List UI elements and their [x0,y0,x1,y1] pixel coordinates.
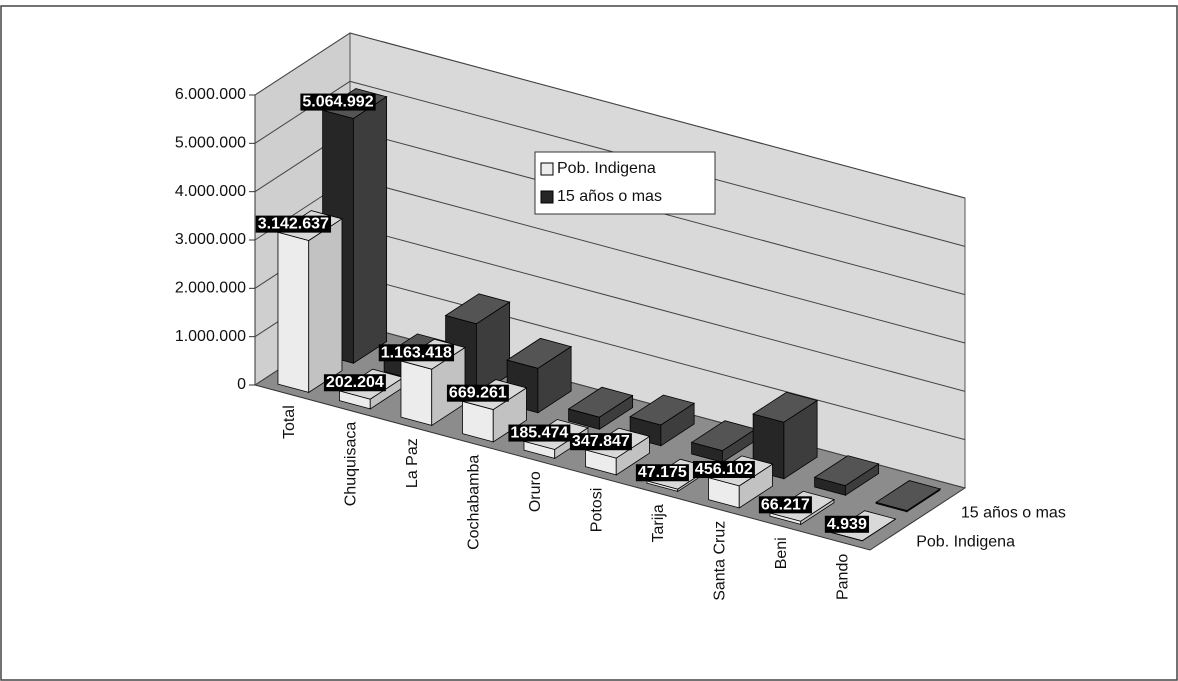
bar [875,480,942,513]
legend-label: Pob. Indigena [557,160,656,177]
bar-top [567,386,634,418]
depth-label: 15 años o mas [961,504,1066,521]
x-tick-label: Tarija [650,504,667,542]
value-label: 185.474 [510,425,568,442]
bar [813,455,880,497]
legend-swatch [540,162,554,176]
legend: Pob. Indigena 15 años o mas [534,151,716,215]
legend-box [534,151,716,215]
y-tick-label: 2.000.000 [175,280,246,297]
y-tick-label: 0 [237,376,246,393]
y-tick-label: 1.000.000 [175,328,246,345]
x-tick-label: Oruro [527,471,544,512]
depth-label: Pob. Indigena [916,533,1015,550]
bar [277,210,343,394]
value-label-box [323,374,386,392]
x-tick-label: La Paz [404,438,421,488]
value-label-box [255,215,332,233]
value-label: 669.261 [449,385,507,402]
bar-top [506,337,573,369]
value-label-box [508,424,571,442]
bar [567,386,634,431]
x-tick-label: Beni [773,537,790,569]
bar-top [629,394,696,426]
legend-swatch [540,190,554,204]
bar-top [752,391,819,423]
bar-side [308,218,343,394]
x-tick-label: Chuquisaca [342,422,359,507]
value-label-box [824,515,869,533]
value-label: 5.064.992 [302,94,373,111]
grid-line [254,80,966,247]
value-label: 4.939 [827,516,867,533]
legend-label: 15 años o mas [557,188,662,205]
x-tick-label: Potosi [588,488,605,532]
x-tick-label: Pando [834,554,851,600]
value-label: 47.175 [638,464,687,481]
bar-top [813,455,880,487]
value-label-box [378,344,455,362]
x-tick-label: Total [281,405,298,439]
y-tick-label: 3.000.000 [175,231,246,248]
value-label: 456.102 [695,461,753,478]
value-label: 202.204 [326,374,384,391]
bar-top [444,293,511,325]
value-label-box [692,460,755,478]
grid-line [254,32,966,199]
value-label: 347.847 [572,433,630,450]
bar-top [875,480,942,511]
value-label-box [758,496,812,514]
value-label-box [300,93,376,111]
x-tick-label: Cochabamba [465,455,482,550]
x-tick-label: Santa Cruz [711,521,728,601]
bar-side [352,96,388,365]
bar-front [400,360,433,426]
value-label-box [635,464,689,482]
y-tick-label: 4.000.000 [175,183,246,200]
y-tick-label: 5.000.000 [175,135,246,152]
y-tick-label: 6.000.000 [175,86,246,103]
value-label: 66.217 [761,496,810,513]
value-label-box [569,433,632,451]
bar-front [277,231,310,393]
value-label: 3.142.637 [258,216,329,233]
value-label: 1.163.418 [381,344,452,361]
value-label-box [446,384,509,402]
